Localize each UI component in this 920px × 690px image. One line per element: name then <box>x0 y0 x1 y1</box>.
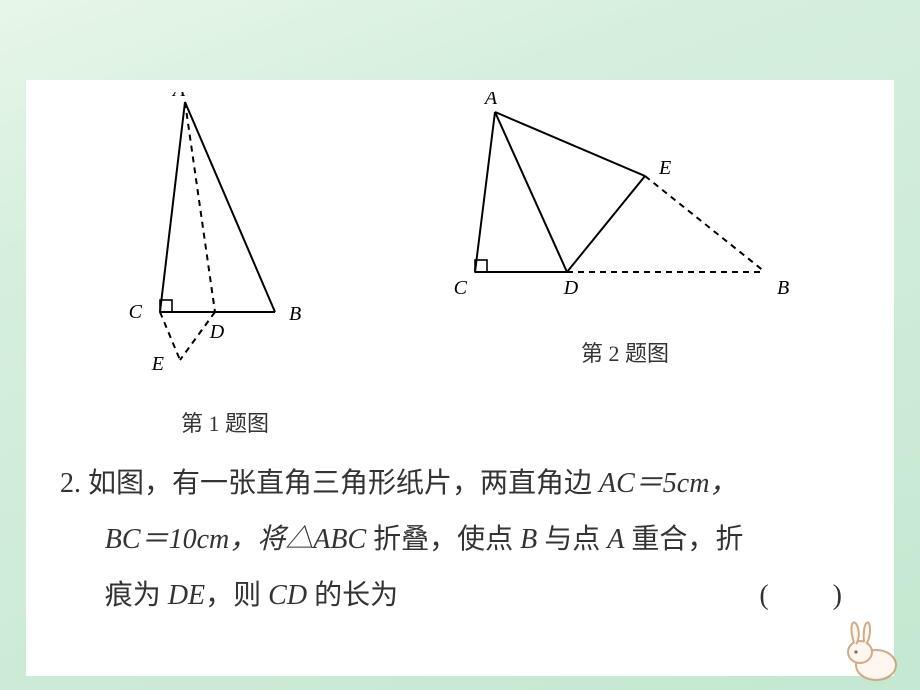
svg-text:B: B <box>777 277 789 299</box>
q-l2b: 折叠，使点 <box>366 524 520 555</box>
question-number: 2. <box>60 468 81 499</box>
paper-card: ABCDE 第 1 题图 ACDBE 第 2 题图 2. 如图，有一张直角三角形… <box>26 80 894 676</box>
q-l1a: 如图，有一张直角三角形纸片，两直角边 <box>88 468 599 499</box>
question-text: 2. 如图，有一张直角三角形纸片，两直角边 AC＝5cm， BC＝10cm，将△… <box>26 438 894 624</box>
q-l3b: ，则 <box>205 580 268 611</box>
q-l2d: 重合，折 <box>624 524 743 555</box>
figures-row: A B C D E 第 1 题图 A C D B E 第 2 题图 <box>26 80 894 438</box>
figure-2-svg: A C D B E <box>445 92 805 312</box>
svg-text:C: C <box>129 301 143 323</box>
q-bc: BC＝10cm，将△ <box>105 524 313 555</box>
abc: ABC <box>313 524 366 555</box>
pt-b: B <box>520 524 537 555</box>
question-line-3: 痕为 DE，则 CD 的长为 ( ) <box>60 568 860 624</box>
svg-text:D: D <box>209 321 225 343</box>
svg-text:E: E <box>658 157 671 179</box>
figure-2-caption: 第 2 题图 <box>581 336 669 368</box>
svg-text:D: D <box>563 277 579 299</box>
svg-text:A: A <box>171 92 186 101</box>
svg-text:B: B <box>289 303 301 325</box>
q-l3a: 痕为 <box>105 580 168 611</box>
pt-a: A <box>607 524 624 555</box>
svg-text:A: A <box>483 92 498 109</box>
de: DE <box>168 580 205 611</box>
cd: CD <box>268 580 307 611</box>
rabbit-icon <box>824 610 914 690</box>
svg-text:E: E <box>151 353 164 375</box>
svg-text:C: C <box>454 277 468 299</box>
q-l2c: 与点 <box>537 524 607 555</box>
figure-2: A C D B E 第 2 题图 <box>445 92 805 438</box>
ac-expr: AC＝5cm， <box>599 468 737 499</box>
figure-1-caption: 第 1 题图 <box>181 406 269 438</box>
figure-1: A B C D E 第 1 题图 <box>115 92 335 438</box>
question-line-2: BC＝10cm，将△ABC 折叠，使点 B 与点 A 重合，折 <box>60 512 860 568</box>
question-line-1: 2. 如图，有一张直角三角形纸片，两直角边 AC＝5cm， <box>60 456 860 512</box>
q-l3-left: 痕为 DE，则 CD 的长为 <box>105 568 398 624</box>
figure-1-svg: A B C D E <box>115 92 335 382</box>
q-l3c: 的长为 <box>307 580 398 611</box>
